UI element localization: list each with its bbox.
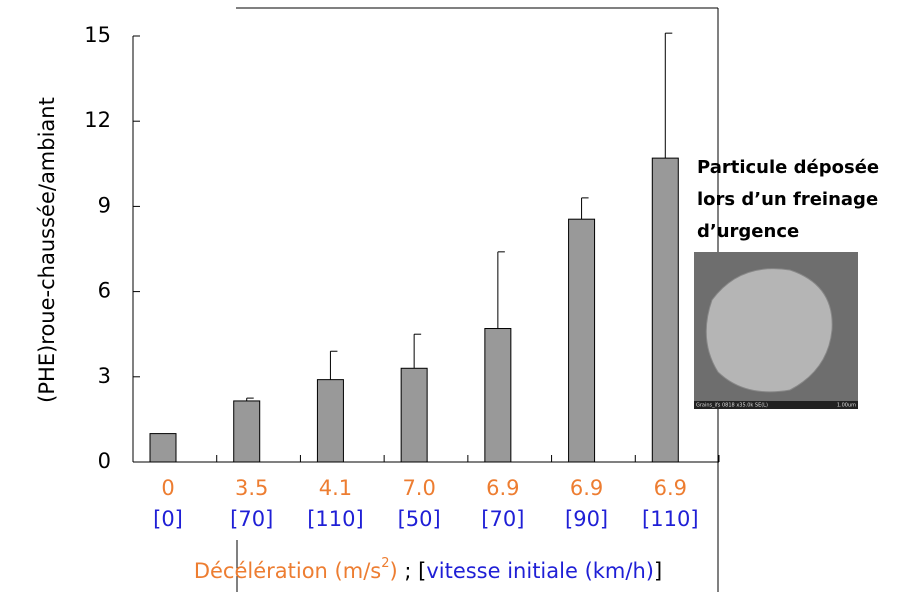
annotation-line: Particule déposée [697, 157, 879, 178]
x-axis-label-part: ] [654, 559, 662, 583]
y-axis-label: (PHE)roue-chaussée/ambiant [35, 97, 59, 403]
bar [400, 367, 428, 463]
image-caption: Grains_ifs 0818 x35.0k SE(L) [696, 403, 768, 409]
y-tick-label: 3 [98, 364, 111, 388]
y-tick-label: 12 [84, 108, 111, 132]
x-tick-label: 4.1 [319, 476, 352, 500]
bar [316, 379, 344, 463]
annotation-line: lors d’un freinage [697, 189, 878, 210]
annotation-line: d’urgence [697, 221, 799, 242]
x-tick-label: 3.5 [235, 476, 268, 500]
bar [568, 218, 596, 463]
sem-image: Grains_ifs 0818 x35.0k SE(L) 1.00um [694, 252, 858, 409]
x-tick-label-speed: [70] [481, 507, 524, 531]
y-tick-label: 6 [98, 279, 111, 303]
x-tick-label: 7.0 [402, 476, 435, 500]
y-tick-label: 0 [98, 449, 111, 473]
x-tick-label: 6.9 [654, 476, 687, 500]
x-tick-label-speed: [70] [230, 507, 273, 531]
bar [484, 328, 512, 463]
bar [651, 157, 679, 463]
x-axis-label-part: vitesse initiale (km/h) [426, 559, 654, 583]
x-tick-label-speed: [110] [307, 507, 363, 531]
image-caption: 1.00um [837, 403, 856, 409]
x-axis-label-part: 2 [381, 556, 389, 571]
bar [233, 400, 261, 463]
y-tick-label: 9 [98, 193, 111, 217]
image-caption-bar [694, 401, 858, 409]
particle [705, 268, 833, 393]
bar [149, 433, 177, 463]
x-axis-label-part: ) [390, 559, 398, 583]
x-tick-label: 0 [161, 476, 174, 500]
x-tick-label-speed: [110] [642, 507, 698, 531]
x-tick-label: 6.9 [570, 476, 603, 500]
x-tick-label-speed: [50] [398, 507, 441, 531]
x-axis-label-part: ; [ [398, 559, 427, 583]
annotation: Particule déposée lors d’un freinage d’urg… [697, 157, 879, 242]
x-tick-label-speed: [0] [153, 507, 183, 531]
x-tick-label-speed: [90] [565, 507, 608, 531]
y-tick-label: 15 [84, 23, 111, 47]
x-tick-label: 6.9 [486, 476, 519, 500]
x-axis-label: Décélération (m/s2) ; [vitesse initiale … [194, 556, 662, 584]
x-axis-label-part: Décélération (m/s [194, 559, 381, 583]
